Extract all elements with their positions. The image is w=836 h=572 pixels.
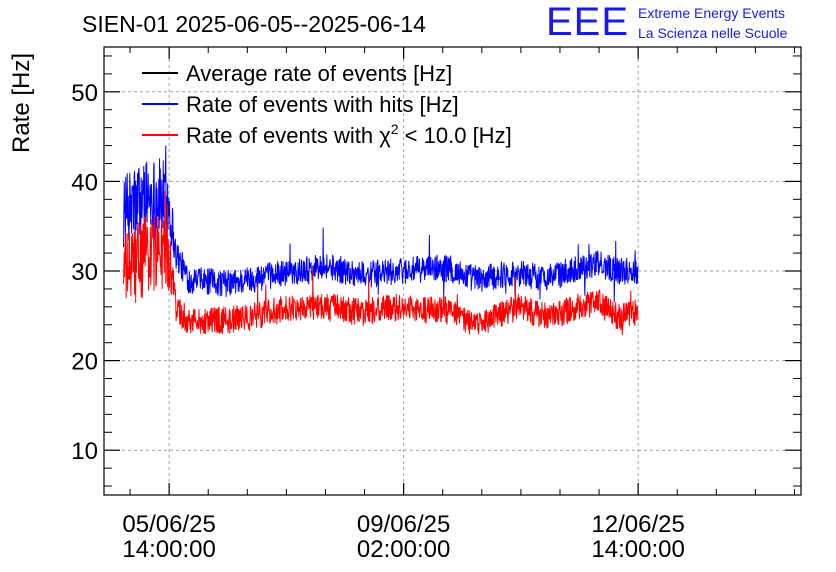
eee-logo-line-1: Extreme Energy Events (638, 5, 786, 21)
x-tick-label-time: 02:00:00 (357, 536, 450, 563)
x-tick-label-date: 05/06/25 (122, 511, 215, 538)
series-line-chi2 (123, 190, 639, 336)
legend-entry-average: Average rate of events [Hz] (142, 61, 452, 86)
eee-logo-mark: EEE (546, 0, 630, 44)
x-tick-label-date: 09/06/25 (357, 511, 450, 538)
legend-label-sup: 2 (391, 121, 399, 137)
x-tick-label-date: 12/06/25 (591, 511, 684, 538)
legend-label-average: Average rate of events [Hz] (186, 61, 452, 86)
legend-entry-hits: Rate of events with hits [Hz] (142, 92, 459, 117)
y-tick-label: 30 (71, 259, 98, 286)
series-layer (123, 145, 639, 336)
grid-layer (104, 47, 801, 495)
chart-title: SIEN-01 2025-06-05--2025-06-14 (82, 11, 426, 37)
legend-label-chi2: Rate of events with χ2 < 10.0 [Hz] (186, 121, 512, 148)
eee-logo: EEE Extreme Energy Events La Scienza nel… (546, 2, 832, 44)
legend-label-main: Rate of events with χ (186, 123, 391, 148)
legend-label-tail: < 10.0 [Hz] (399, 123, 512, 148)
y-tick-label: 40 (71, 169, 98, 196)
y-tick-label: 20 (71, 349, 98, 376)
y-tick-label: 50 (71, 80, 98, 107)
x-tick-label-time: 14:00:00 (591, 536, 684, 563)
legend-label-hits: Rate of events with hits [Hz] (186, 92, 459, 117)
y-axis-label: Rate [Hz] (8, 53, 35, 153)
legend: Average rate of events [Hz] Rate of event… (142, 61, 512, 148)
x-tick-label-time: 14:00:00 (122, 536, 215, 563)
legend-entry-chi2: Rate of events with χ2 < 10.0 [Hz] (142, 121, 512, 148)
y-tick-label: 10 (71, 438, 98, 465)
eee-logo-line-2: La Scienza nelle Scuole (638, 25, 788, 41)
tick-layer: 102030405005/06/2514:00:0009/06/2502:00:… (71, 47, 801, 563)
series-line-hits (123, 145, 639, 303)
